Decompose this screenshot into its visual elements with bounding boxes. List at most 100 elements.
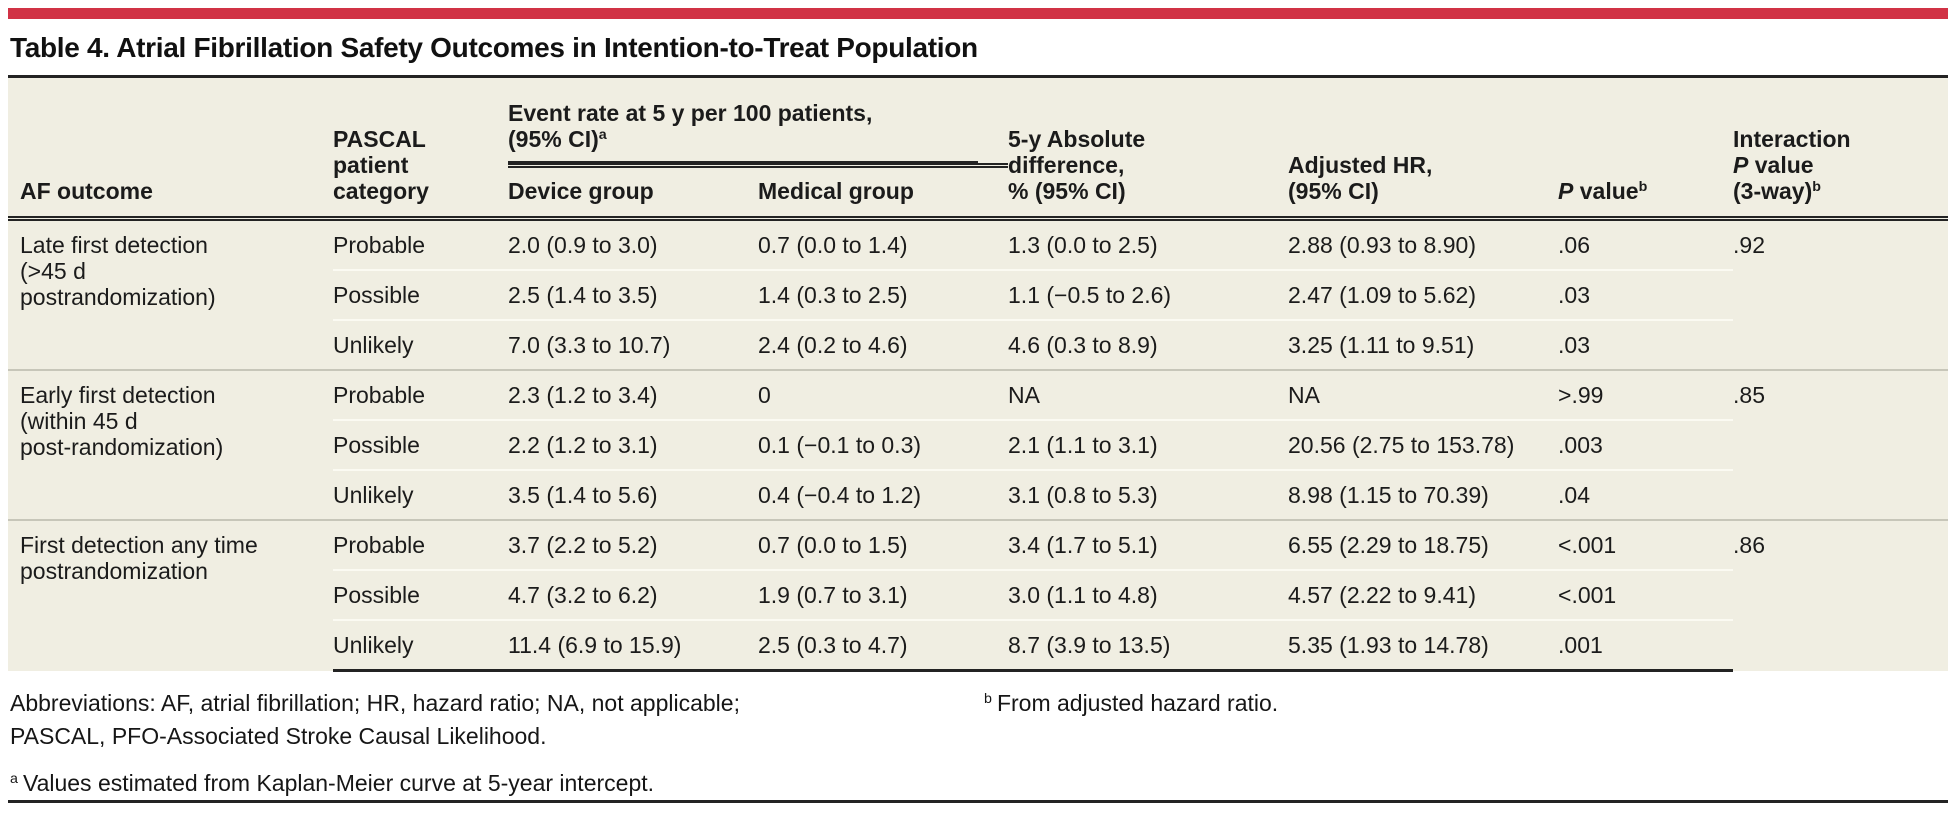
cell-device-rate: 3.5 (1.4 to 5.6)	[508, 469, 758, 520]
footnote-a: a Values estimated from Kaplan-Meier curv…	[10, 767, 984, 800]
p-italic: P	[1558, 178, 1574, 204]
cell-adjusted-hr: NA	[1288, 369, 1559, 420]
header-line: Event rate at 5 y per 100 patients,	[508, 100, 873, 126]
cell-medical-rate: 0.4 (−0.4 to 1.2)	[758, 469, 1009, 520]
col-header-absolute-difference: 5-y Absolute difference, % (95% CI)	[1008, 78, 1289, 221]
cell-medical-rate: 1.4 (0.3 to 2.5)	[758, 269, 1009, 320]
cell-absolute-difference: 3.0 (1.1 to 4.8)	[1008, 569, 1289, 620]
header-line: category	[333, 178, 429, 204]
col-header-device-group: Device group	[508, 165, 758, 221]
outcome-line: post-randomization)	[20, 434, 224, 460]
col-header-p-value: P valueb	[1558, 78, 1734, 221]
af-outcomes-table: AF outcome PASCAL patient category Event…	[8, 78, 1949, 672]
header-line: (3-way)b	[1733, 178, 1940, 204]
header-text: (3-way)	[1733, 178, 1813, 204]
cell-adjusted-hr: 3.25 (1.11 to 9.51)	[1288, 319, 1559, 370]
cell-medical-rate: 2.5 (0.3 to 4.7)	[758, 619, 1009, 672]
header-line: % (95% CI)	[1008, 178, 1126, 204]
cell-medical-rate: 0	[758, 369, 1009, 420]
cell-category: Probable	[333, 519, 508, 570]
outcome-line: Late first detection	[20, 232, 208, 258]
header-text: (95% CI)	[508, 126, 599, 152]
abbreviations-line: PASCAL, PFO-Associated Stroke Causal Lik…	[10, 723, 547, 749]
footnote-marker-b: b	[1812, 179, 1821, 196]
cell-device-rate: 2.5 (1.4 to 3.5)	[508, 269, 758, 320]
cell-interaction-p-value: .85	[1733, 369, 1949, 520]
cell-absolute-difference: 2.1 (1.1 to 3.1)	[1008, 419, 1289, 470]
header-text: value	[1748, 152, 1814, 178]
table-row: Early first detection (within 45 d post-…	[8, 369, 1949, 520]
outcome-line: (>45 d	[20, 258, 86, 284]
abbreviations-line: Abbreviations: AF, atrial fibrillation; …	[10, 690, 740, 716]
abbreviations-note: Abbreviations: AF, atrial fibrillation; …	[10, 687, 984, 753]
cell-p-value: .03	[1558, 319, 1734, 370]
cell-absolute-difference: 4.6 (0.3 to 8.9)	[1008, 319, 1289, 370]
cell-absolute-difference: NA	[1008, 369, 1289, 420]
header-line: P value	[1733, 152, 1940, 178]
cell-device-rate: 2.2 (1.2 to 3.1)	[508, 419, 758, 470]
col-header-interaction-p-value: Interaction P value (3-way)b	[1733, 78, 1949, 221]
header-line: Adjusted HR,	[1288, 152, 1433, 178]
cell-absolute-difference: 1.3 (0.0 to 2.5)	[1008, 218, 1289, 270]
header-line: PASCAL	[333, 126, 426, 152]
header-line: Interaction	[1733, 126, 1851, 152]
cell-p-value: >.99	[1558, 369, 1734, 420]
table-row: Possible 4.7 (3.2 to 6.2) 1.9 (0.7 to 3.…	[8, 569, 1948, 620]
outcome-line: (within 45 d	[20, 408, 138, 434]
footnote-b: b From adjusted hazard ratio.	[984, 687, 1948, 720]
header-line: patient	[333, 152, 409, 178]
event-rate-spanner-text: Event rate at 5 y per 100 patients, (95%…	[508, 100, 979, 163]
cell-category: Possible	[333, 419, 508, 470]
col-header-pascal-category: PASCAL patient category	[333, 78, 508, 221]
cell-absolute-difference: 3.4 (1.7 to 5.1)	[1008, 519, 1289, 570]
accent-bar	[8, 8, 1948, 19]
table-row: Unlikely 3.5 (1.4 to 5.6) 0.4 (−0.4 to 1…	[8, 469, 1948, 520]
cell-p-value: .04	[1558, 469, 1734, 520]
outcome-line: postrandomization	[20, 558, 208, 584]
cell-p-value: <.001	[1558, 569, 1734, 620]
cell-interaction-p-value: .92	[1733, 218, 1949, 370]
cell-adjusted-hr: 2.47 (1.09 to 5.62)	[1288, 269, 1559, 320]
outcome-line: Early first detection	[20, 382, 216, 408]
footnote-text: Values estimated from Kaplan-Meier curve…	[22, 770, 655, 796]
footnotes: Abbreviations: AF, atrial fibrillation; …	[10, 687, 1948, 814]
footnotes-left-column: Abbreviations: AF, atrial fibrillation; …	[10, 687, 984, 814]
cell-absolute-difference: 1.1 (−0.5 to 2.6)	[1008, 269, 1289, 320]
cell-p-value: <.001	[1558, 519, 1734, 570]
table-row: First detection any time postrandomizati…	[8, 519, 1949, 671]
outcome-line: postrandomization)	[20, 284, 216, 310]
col-header-adjusted-hr: Adjusted HR, (95% CI)	[1288, 78, 1559, 221]
header-line: (95% CI)	[1288, 178, 1379, 204]
cell-outcome: Late first detection (>45 d postrandomiz…	[8, 218, 333, 370]
cell-device-rate: 2.0 (0.9 to 3.0)	[508, 218, 758, 270]
footnote-marker-a: a	[10, 771, 18, 788]
cell-device-rate: 4.7 (3.2 to 6.2)	[508, 569, 758, 620]
table-row: Unlikely 11.4 (6.9 to 15.9) 2.5 (0.3 to …	[8, 619, 1948, 672]
cell-category: Unlikely	[333, 319, 508, 370]
table-header: AF outcome PASCAL patient category Event…	[8, 78, 1949, 221]
header-line: difference,	[1008, 152, 1125, 178]
cell-device-rate: 11.4 (6.9 to 15.9)	[508, 619, 758, 672]
col-header-medical-group: Medical group	[758, 165, 1009, 221]
cell-adjusted-hr: 6.55 (2.29 to 18.75)	[1288, 519, 1559, 570]
cell-category: Unlikely	[333, 619, 508, 672]
header-line: (95% CI)a	[508, 126, 978, 152]
footnote-marker-a: a	[598, 127, 607, 144]
header-text: value	[1573, 178, 1639, 204]
cell-interaction-p-value: .86	[1733, 519, 1949, 671]
footnote-marker-b: b	[1638, 179, 1648, 196]
cell-p-value: .003	[1558, 419, 1734, 470]
cell-p-value: .03	[1558, 269, 1734, 320]
cell-adjusted-hr: 4.57 (2.22 to 9.41)	[1288, 569, 1559, 620]
outcome-line: First detection any time	[20, 532, 258, 558]
cell-absolute-difference: 8.7 (3.9 to 13.5)	[1008, 619, 1289, 672]
cell-medical-rate: 2.4 (0.2 to 4.6)	[758, 319, 1009, 370]
cell-category: Possible	[333, 269, 508, 320]
cell-outcome: First detection any time postrandomizati…	[8, 519, 333, 671]
table-row: Possible 2.5 (1.4 to 3.5) 1.4 (0.3 to 2.…	[8, 269, 1948, 320]
cell-category: Probable	[333, 218, 508, 270]
table-row: Possible 2.2 (1.2 to 3.1) 0.1 (−0.1 to 0…	[8, 419, 1948, 470]
cell-adjusted-hr: 8.98 (1.15 to 70.39)	[1288, 469, 1559, 520]
col-header-event-rate-spanner: Event rate at 5 y per 100 patients, (95%…	[508, 78, 1009, 168]
cell-p-value: .001	[1558, 619, 1734, 672]
